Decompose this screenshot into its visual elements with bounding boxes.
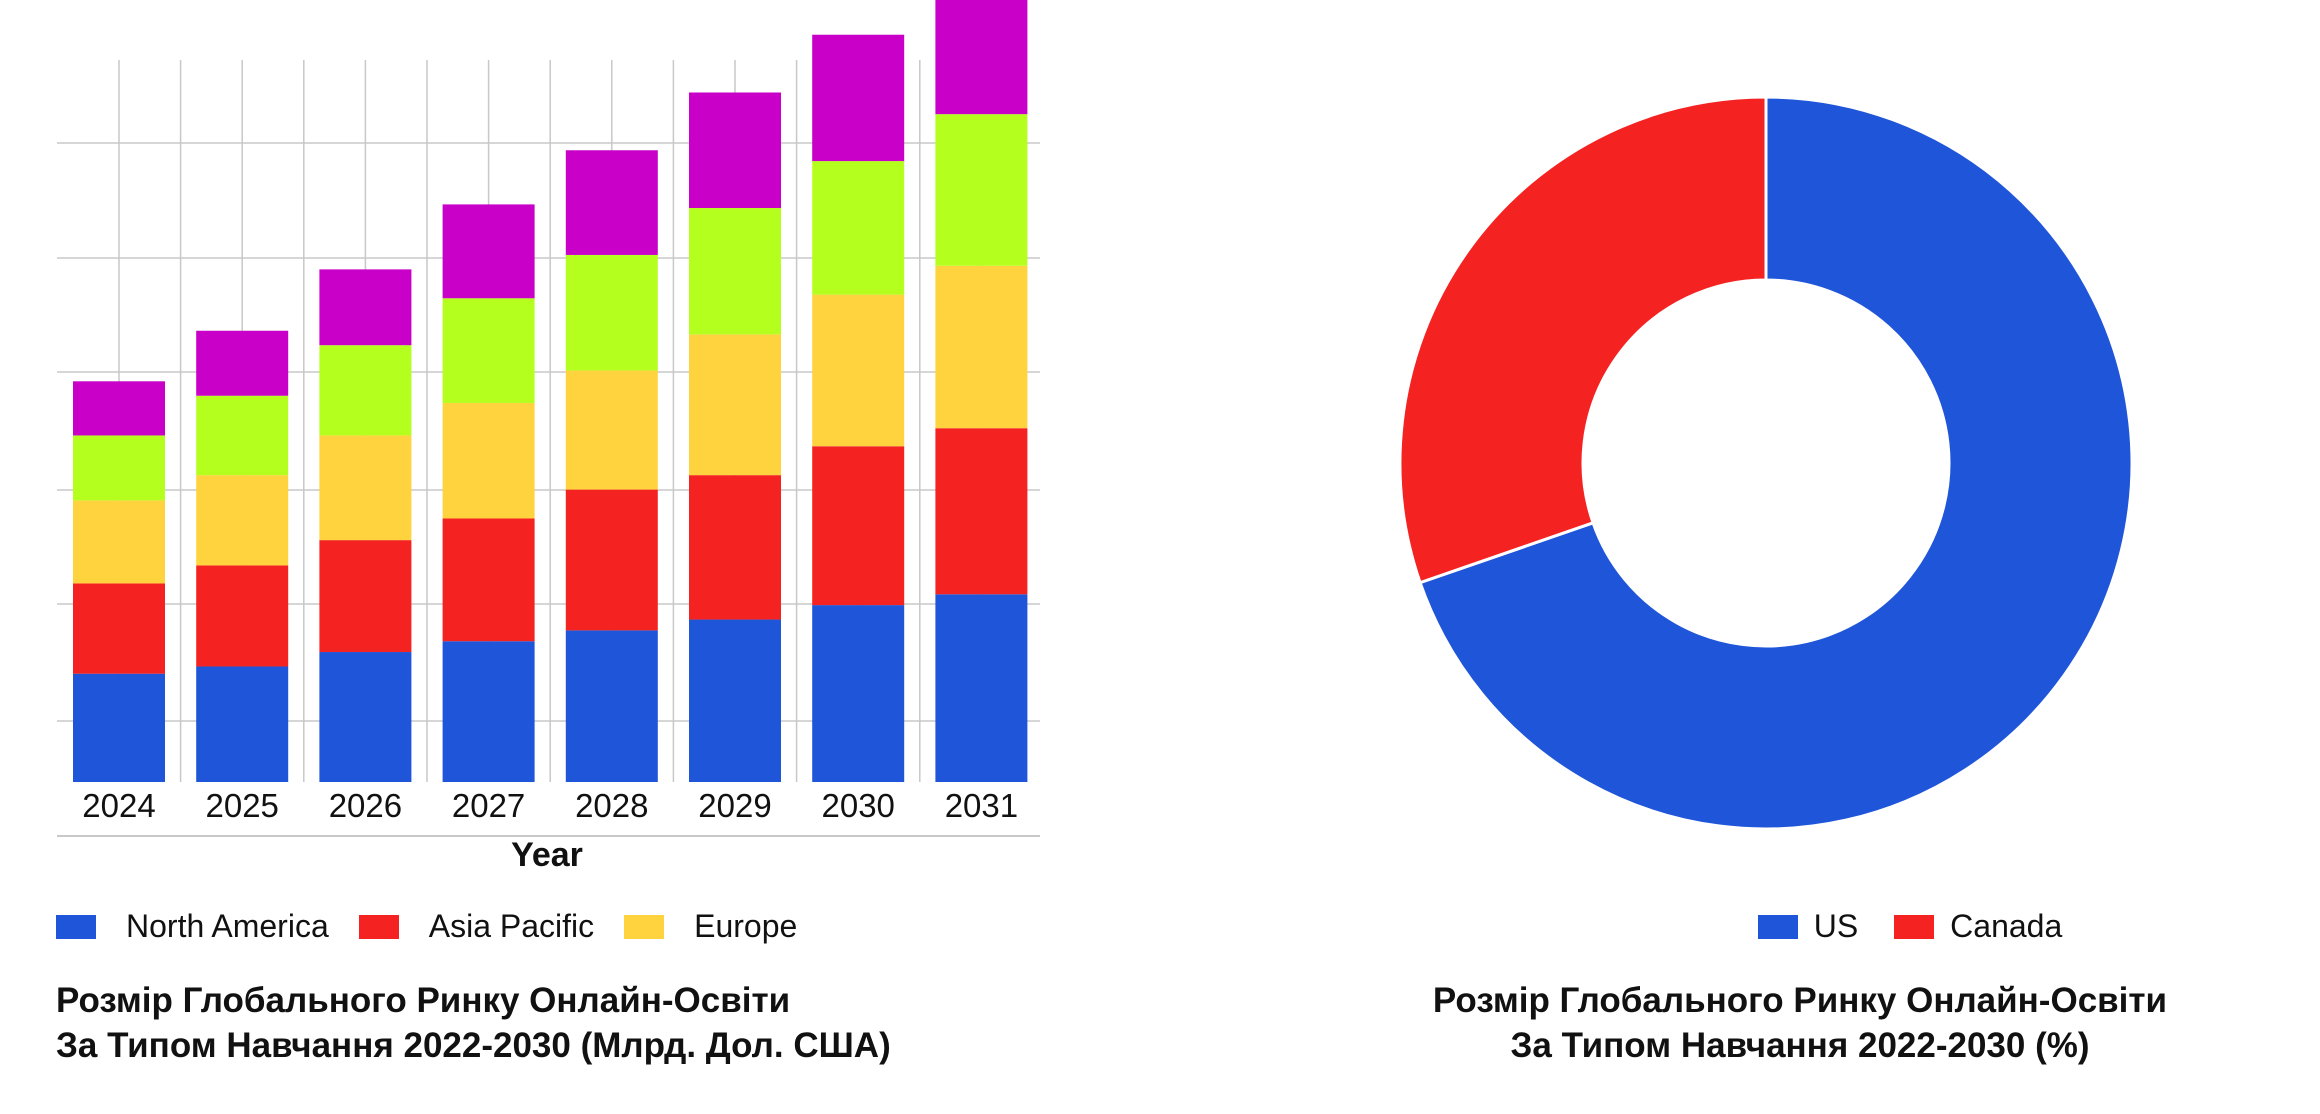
donut-chart-title-line-1: Розмір Глобального Ринку Онлайн-Освіти: [1432, 981, 2168, 1020]
x-tick-label: 2028: [575, 787, 648, 824]
legend-swatch: [1757, 914, 1798, 939]
bar-segment-north-america: [812, 605, 905, 782]
donut-chart: [1398, 95, 2134, 831]
legend-label: North America: [126, 908, 329, 944]
bar-segment-north-america: [319, 652, 412, 782]
bar-segment-asia-pacific: [935, 428, 1028, 595]
bar-chart-title-line-2: За Типом Навчання 2022-2030 (Млрд. Дол. …: [56, 1026, 891, 1065]
bar-segment-series-4: [319, 345, 412, 436]
bar-segment-series-5: [565, 150, 658, 255]
legend-label: Asia Pacific: [428, 908, 595, 944]
bar-chart-title-line-1: Розмір Глобального Ринку Онлайн-Освіти: [56, 981, 791, 1020]
bar-segment-series-5: [319, 269, 412, 346]
bar-segment-series-5: [812, 34, 905, 162]
bar-segment-europe: [73, 500, 165, 584]
bar-segment-series-5: [196, 330, 289, 396]
bar-segment-series-5: [73, 381, 165, 436]
legend-label: US: [1813, 908, 1859, 944]
legend-item: US: [1757, 908, 1859, 945]
legend-item: Canada: [1894, 908, 2062, 945]
legend-swatch: [1894, 914, 1935, 939]
bar-marks: [73, 0, 1028, 782]
x-tick-label: 2031: [945, 787, 1018, 824]
x-tick-label: 2030: [821, 787, 894, 824]
x-tick-label: 2024: [82, 787, 155, 824]
legend-item: Europe: [624, 908, 797, 945]
bar-segment-asia-pacific: [319, 540, 412, 653]
bar-segment-europe: [935, 265, 1028, 429]
bar-segment-series-4: [689, 208, 781, 335]
bar-segment-asia-pacific: [442, 518, 535, 642]
bar-segment-north-america: [935, 594, 1028, 782]
x-tick-labels: 2024 2025 2026 2027 2028 2029 2030 2031: [82, 787, 1018, 824]
bar-segment-north-america: [689, 619, 781, 782]
donut-chart-legend: US Canada: [1600, 908, 2220, 945]
bar-segment-europe: [442, 402, 535, 519]
bar-segment-north-america: [73, 673, 165, 782]
bar-segment-north-america: [442, 641, 535, 782]
bar-segment-north-america: [565, 630, 658, 782]
legend-label: Europe: [694, 908, 798, 944]
x-tick-label: 2027: [452, 787, 525, 824]
x-axis-label: Year: [511, 836, 583, 874]
bar-chart-title: Розмір Глобального Ринку Онлайн-Освіти З…: [56, 978, 1056, 1068]
donut-slices: [1398, 95, 2134, 831]
bar-segment-asia-pacific: [689, 475, 781, 620]
bar-segment-series-5: [689, 92, 781, 209]
bar-segment-series-4: [565, 254, 658, 371]
bar-chart-legend: North America Asia Pacific Europe: [56, 908, 827, 945]
bar-segment-series-4: [442, 298, 535, 403]
bar-segment-asia-pacific: [565, 489, 658, 631]
bar-segment-europe: [812, 294, 905, 447]
bar-segment-series-4: [935, 114, 1028, 266]
bar-segment-north-america: [196, 666, 289, 782]
legend-swatch: [624, 914, 665, 939]
bar-segment-asia-pacific: [812, 446, 905, 606]
donut-chart-title-line-2: За Типом Навчання 2022-2030 (%): [1510, 1026, 2090, 1065]
bar-segment-series-4: [196, 395, 289, 476]
bar-segment-series-5: [935, 0, 1028, 115]
donut-chart-title: Розмір Глобального Ринку Онлайн-Освіти З…: [1300, 978, 2300, 1068]
x-tick-label: 2025: [205, 787, 278, 824]
stacked-bar-chart: 2024 2025 2026 2027 2028 2029 2030 2031 Year: [57, 0, 1040, 874]
bar-segment-asia-pacific: [73, 583, 165, 674]
legend-item: North America: [56, 908, 329, 945]
legend-item: Asia Pacific: [358, 908, 595, 945]
bar-segment-series-5: [442, 204, 535, 299]
bar-segment-europe: [689, 334, 781, 476]
x-tick-label: 2026: [329, 787, 402, 824]
donut-slice-us: [1418, 95, 2134, 831]
bar-segment-asia-pacific: [196, 565, 289, 667]
bar-segment-europe: [565, 370, 658, 490]
bar-segment-europe: [319, 435, 412, 541]
bar-segment-series-4: [73, 435, 165, 501]
x-tick-label: 2029: [698, 787, 771, 824]
legend-swatch: [358, 914, 399, 939]
bar-segment-europe: [196, 475, 289, 566]
legend-swatch: [56, 914, 96, 939]
bar-segment-series-4: [812, 161, 905, 295]
donut-slice-canada: [1398, 95, 1768, 585]
legend-label: Canada: [1950, 908, 2063, 944]
